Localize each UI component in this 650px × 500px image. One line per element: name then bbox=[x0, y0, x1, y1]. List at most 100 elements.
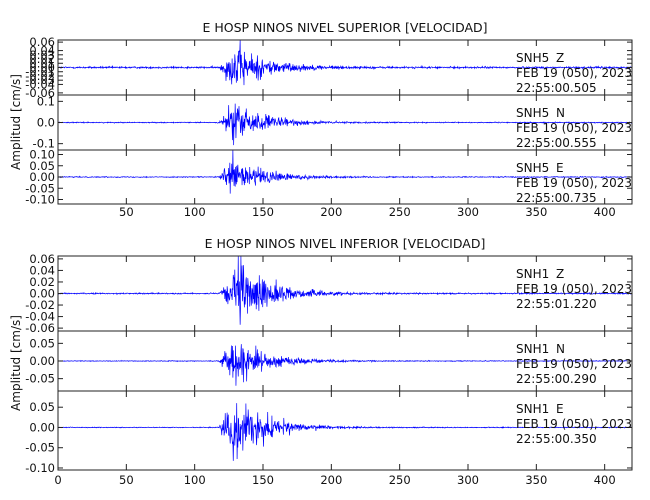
trace-date: FEB 19 (050), 2023 bbox=[516, 121, 632, 135]
x-tick-label: 100 bbox=[184, 205, 206, 219]
station-name: SNH5 bbox=[516, 106, 549, 120]
trace-date: FEB 19 (050), 2023 bbox=[516, 176, 632, 190]
y-tick-label: 0.00 bbox=[29, 420, 55, 434]
trace-time: 22:55:01.220 bbox=[516, 297, 597, 311]
x-tick-label: 100 bbox=[184, 473, 206, 487]
x-tick-label: 50 bbox=[119, 473, 134, 487]
trace-frame bbox=[57, 390, 633, 471]
x-tick-label: 0 bbox=[54, 473, 61, 487]
trace-time: 22:55:00.290 bbox=[516, 372, 597, 386]
y-axis-label: Amplitud [cm/s] bbox=[9, 74, 23, 170]
waveform-line bbox=[57, 39, 633, 86]
y-tick-label: -0.02 bbox=[25, 69, 55, 83]
x-tick-label: 150 bbox=[252, 205, 274, 219]
y-tick-label: -0.06 bbox=[25, 321, 55, 335]
x-tick-label: 50 bbox=[119, 205, 134, 219]
y-tick-label: -0.05 bbox=[25, 372, 55, 386]
x-tick-label: 200 bbox=[320, 473, 342, 487]
station-name: SNH1 bbox=[516, 267, 549, 281]
x-tick-label: 300 bbox=[457, 473, 479, 487]
trace-snh5-z: 0.060.040.030.020.010.00-0.01-0.02-0.03-… bbox=[25, 35, 633, 100]
x-tick-label: 200 bbox=[320, 205, 342, 219]
y-tick-label: -0.06 bbox=[25, 86, 55, 100]
y-tick-label: -0.05 bbox=[25, 181, 55, 195]
component-name: N bbox=[556, 342, 565, 356]
x-tick-label: 250 bbox=[389, 473, 411, 487]
trace-date: FEB 19 (050), 2023 bbox=[516, 357, 632, 371]
y-tick-label: -0.01 bbox=[25, 65, 55, 79]
chart-panel-2: E HOSP NINOS NIVEL INFERIOR [VELOCIDAD] A… bbox=[9, 236, 633, 487]
trace-date: FEB 19 (050), 2023 bbox=[516, 66, 632, 80]
y-tick-label: 0.00 bbox=[29, 354, 55, 368]
trace-date: FEB 19 (050), 2023 bbox=[516, 282, 632, 296]
waveform-line bbox=[57, 403, 633, 461]
y-tick-label: -0.05 bbox=[25, 441, 55, 455]
y-tick-label: 0.04 bbox=[29, 44, 55, 58]
waveform-line bbox=[57, 103, 633, 146]
y-tick-label: -0.10 bbox=[25, 461, 55, 475]
y-axis-label: Amplitud [cm/s] bbox=[9, 315, 23, 411]
y-tick-label: 0.05 bbox=[29, 159, 55, 173]
y-tick-label: 0.02 bbox=[29, 52, 55, 66]
y-tick-label: 0.00 bbox=[29, 170, 55, 184]
station-name: SNH5 bbox=[516, 161, 549, 175]
y-tick-label: 0.10 bbox=[29, 148, 55, 162]
y-tick-label: 0.05 bbox=[29, 400, 55, 414]
trace-time: 22:55:00.505 bbox=[516, 81, 597, 95]
x-tick-label: 250 bbox=[389, 205, 411, 219]
y-tick-label: -0.10 bbox=[25, 193, 55, 207]
x-tick-label: 300 bbox=[457, 205, 479, 219]
chart-title: E HOSP NINOS NIVEL INFERIOR [VELOCIDAD] bbox=[205, 236, 486, 251]
y-tick-label: 0.01 bbox=[29, 56, 55, 70]
y-tick-label: 0.02 bbox=[29, 275, 55, 289]
y-tick-label: 0.04 bbox=[29, 263, 55, 277]
station-name: SNH5 bbox=[516, 51, 549, 65]
y-tick-label: 0.06 bbox=[29, 252, 55, 266]
waveform-line bbox=[57, 149, 633, 194]
y-tick-label: -0.02 bbox=[25, 298, 55, 312]
y-tick-label: 0.1 bbox=[37, 94, 55, 108]
y-tick-label: 0.05 bbox=[29, 336, 55, 350]
x-tick-label: 400 bbox=[594, 205, 616, 219]
y-tick-label: -0.04 bbox=[25, 310, 55, 324]
waveform-line bbox=[57, 344, 633, 386]
chart-title: E HOSP NINOS NIVEL SUPERIOR [VELOCIDAD] bbox=[202, 20, 487, 35]
y-tick-label: 0.00 bbox=[29, 61, 55, 75]
chart-panel-1: E HOSP NINOS NIVEL SUPERIOR [VELOCIDAD] A… bbox=[9, 20, 633, 219]
station-name: SNH1 bbox=[516, 342, 549, 356]
y-tick-label: 0.06 bbox=[29, 35, 55, 49]
trace-time: 22:55:00.350 bbox=[516, 432, 597, 446]
component-name: N bbox=[556, 106, 565, 120]
y-tick-label: -0.03 bbox=[25, 73, 55, 87]
y-tick-label: -0.1 bbox=[33, 137, 55, 151]
x-tick-label: 350 bbox=[525, 205, 547, 219]
component-name: E bbox=[556, 402, 564, 416]
component-name: Z bbox=[556, 267, 564, 281]
x-tick-label: 400 bbox=[594, 473, 616, 487]
x-tick-label: 150 bbox=[252, 473, 274, 487]
waveform-line bbox=[57, 255, 633, 325]
component-name: Z bbox=[556, 51, 564, 65]
component-name: E bbox=[556, 161, 564, 175]
trace-time: 22:55:00.735 bbox=[516, 191, 597, 205]
y-tick-label: -0.04 bbox=[25, 77, 55, 91]
trace-snh1-z: 0.060.040.020.00-0.02-0.04-0.06 SNH1 ZFEB … bbox=[25, 252, 633, 335]
x-tick-label: 350 bbox=[525, 473, 547, 487]
station-name: SNH1 bbox=[516, 402, 549, 416]
trace-date: FEB 19 (050), 2023 bbox=[516, 417, 632, 431]
y-tick-label: 0.03 bbox=[29, 48, 55, 62]
y-tick-label: 0.0 bbox=[37, 116, 55, 130]
y-tick-label: 0.00 bbox=[29, 287, 55, 301]
trace-time: 22:55:00.555 bbox=[516, 136, 597, 150]
